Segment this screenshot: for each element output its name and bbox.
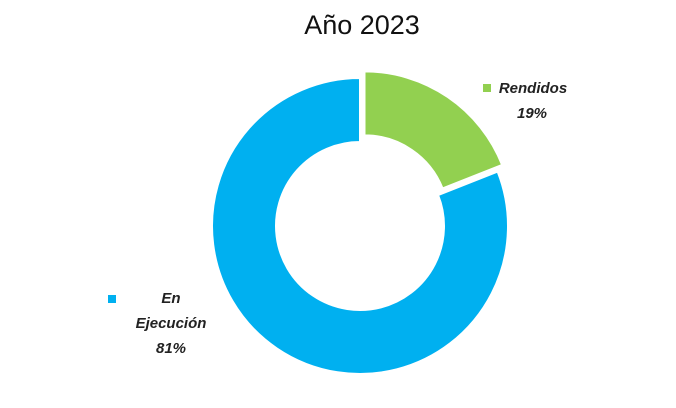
data-label: Rendidos 19%	[470, 76, 580, 126]
chart-title: Año 2023	[304, 10, 420, 40]
value-label: 81%	[155, 340, 187, 357]
label-category: En Ejecución	[104, 286, 224, 336]
label-category: Rendidos	[470, 76, 580, 101]
category-name: En Ejecución	[135, 290, 207, 332]
category-name: Rendidos	[498, 80, 568, 97]
value-label: 19%	[516, 105, 548, 122]
data-label: En Ejecución 81%	[104, 286, 224, 361]
donut-slice	[211, 76, 509, 375]
donut-slice	[363, 70, 504, 190]
legend-marker	[482, 84, 491, 92]
legend-marker	[108, 295, 116, 303]
